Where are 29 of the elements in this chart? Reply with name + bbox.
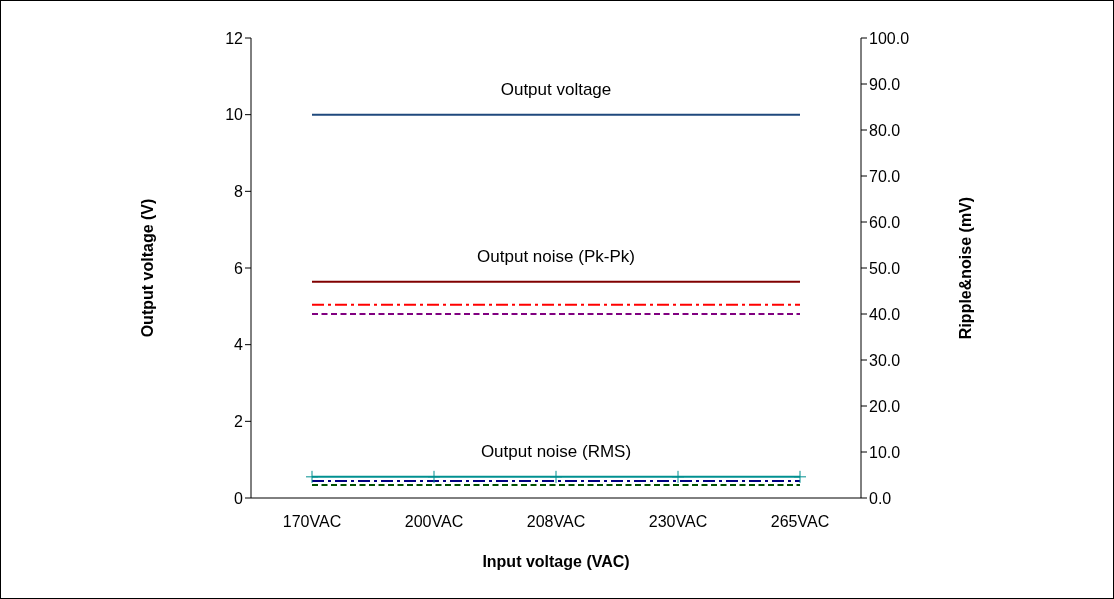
y-tick-label: 6 [234, 259, 244, 277]
y2-tick-label: 20.0 [869, 397, 901, 415]
y2-tick-label: 90.0 [869, 75, 901, 93]
y-tick-label: 0 [234, 489, 244, 507]
annotation: Output voltage [500, 79, 612, 99]
x-tick-label: 208VAC [526, 513, 586, 531]
x-tick-label: 170VAC [282, 513, 342, 531]
y-axis-title: Output voltage (V) [138, 198, 156, 338]
y-tick-label: 2 [234, 413, 244, 431]
y2-tick-label: 0.0 [869, 489, 892, 507]
y2-tick-label: 60.0 [869, 213, 901, 231]
y2-axis-title: Ripple&noise (mV) [956, 196, 974, 340]
y2-tick-label: 70.0 [869, 167, 901, 185]
y2-tick-label: 10.0 [869, 443, 901, 461]
y2-tick-label: 100.0 [869, 29, 910, 47]
x-tick-label: 230VAC [648, 513, 708, 531]
y-tick-label: 4 [234, 336, 244, 354]
x-axis-title: Input voltage (VAC) [482, 553, 630, 571]
y-tick-label: 8 [234, 183, 244, 201]
y2-tick-label: 40.0 [869, 305, 901, 323]
y2-tick-label: 30.0 [869, 351, 901, 369]
annotation: Output noise (RMS) [480, 441, 632, 461]
y2-tick-label: 50.0 [869, 259, 901, 277]
x-tick-label: 265VAC [770, 513, 830, 531]
x-tick-label: 200VAC [404, 513, 464, 531]
y-tick-label: 12 [225, 29, 244, 47]
annotation: Output noise (Pk-Pk) [477, 246, 635, 266]
y-tick-label: 10 [225, 106, 244, 124]
y2-tick-label: 80.0 [869, 121, 901, 139]
